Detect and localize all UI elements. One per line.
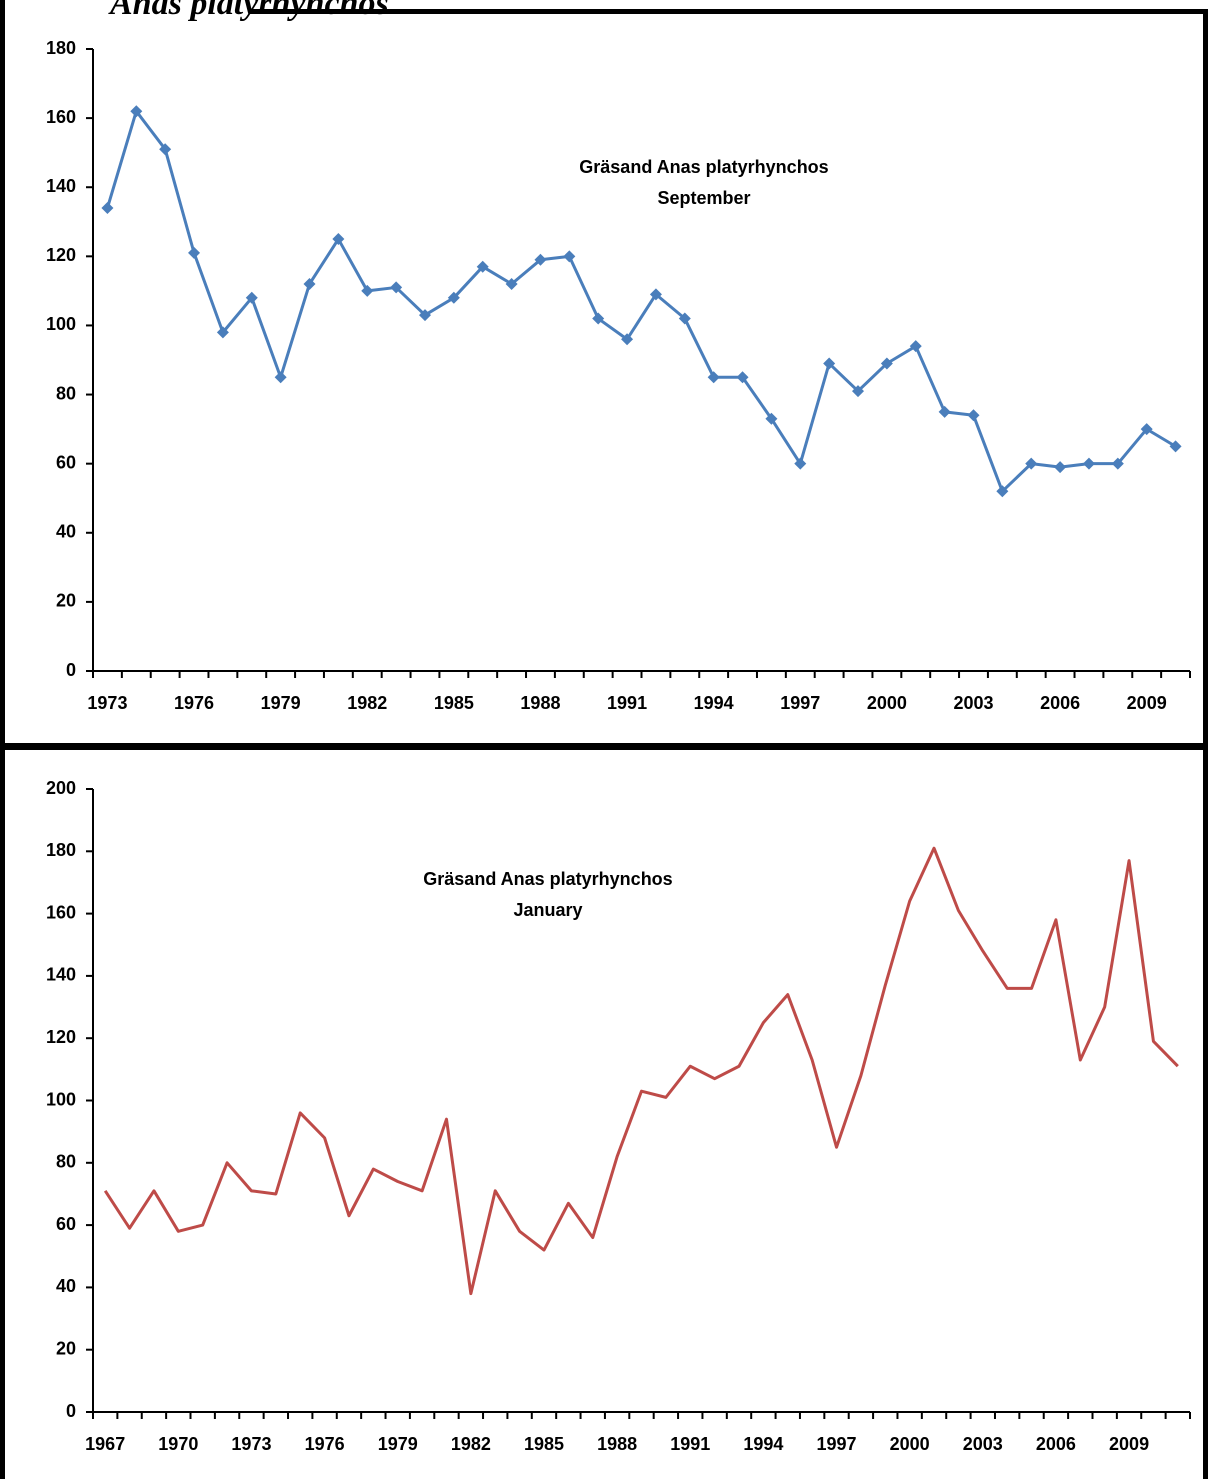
data-point: [534, 253, 547, 266]
data-point: [159, 143, 172, 156]
x-tick-label: 1985: [434, 693, 474, 713]
x-tick-label: 1976: [305, 1434, 345, 1454]
y-tick-label: 40: [56, 1276, 76, 1296]
y-tick-label: 80: [56, 383, 76, 403]
y-tick-label: 120: [46, 245, 76, 265]
data-point: [852, 385, 865, 398]
x-tick-label: 2000: [867, 693, 907, 713]
data-point: [967, 409, 980, 422]
y-tick-label: 140: [46, 176, 76, 196]
x-tick-label: 1982: [451, 1434, 491, 1454]
data-point: [274, 371, 287, 384]
x-tick-label: 1994: [743, 1434, 783, 1454]
x-tick-label: 2000: [890, 1434, 930, 1454]
y-tick-label: 20: [56, 591, 76, 611]
data-point: [245, 291, 258, 304]
data-point: [1111, 457, 1124, 470]
x-tick-label: 2009: [1109, 1434, 1149, 1454]
series-line: [103, 846, 1179, 1296]
chart-title: Gräsand Anas platyrhynchos: [579, 157, 828, 177]
data-point: [678, 312, 691, 325]
y-tick-label: 100: [46, 1089, 76, 1109]
chart-subtitle: January: [513, 900, 582, 920]
frame-divider: [0, 743, 1208, 750]
x-tick-label: 1967: [85, 1434, 125, 1454]
data-point: [823, 357, 836, 370]
x-tick-label: 1997: [780, 693, 820, 713]
x-tick-label: 1994: [694, 693, 734, 713]
data-point: [765, 412, 778, 425]
data-point: [563, 250, 576, 263]
data-point: [707, 371, 720, 384]
data-point: [130, 105, 143, 118]
frame-top: [250, 9, 1208, 14]
x-tick-label: 1973: [87, 693, 127, 713]
x-tick-label: 2006: [1036, 1434, 1076, 1454]
x-tick-label: 1979: [261, 693, 301, 713]
y-tick-label: 0: [66, 1401, 76, 1421]
x-tick-label: 2003: [963, 1434, 1003, 1454]
y-tick-label: 160: [46, 107, 76, 127]
y-tick-label: 180: [46, 840, 76, 860]
data-point: [909, 340, 922, 353]
x-tick-label: 1970: [158, 1434, 198, 1454]
data-point: [621, 333, 634, 346]
chart-title: Gräsand Anas platyrhynchos: [423, 869, 672, 889]
x-tick-label: 1988: [520, 693, 560, 713]
x-tick-label: 1991: [607, 693, 647, 713]
data-point: [188, 246, 201, 259]
y-tick-label: 100: [46, 314, 76, 334]
y-tick-label: 160: [46, 902, 76, 922]
series-line: [105, 109, 1177, 493]
data-point: [390, 281, 403, 294]
y-tick-label: 60: [56, 1214, 76, 1234]
y-tick-label: 140: [46, 965, 76, 985]
data-point: [1082, 457, 1095, 470]
data-point: [736, 371, 749, 384]
data-point: [794, 457, 807, 470]
data-point: [592, 312, 605, 325]
x-tick-label: 1979: [378, 1434, 418, 1454]
data-point: [418, 309, 431, 322]
y-tick-label: 180: [46, 38, 76, 58]
data-point: [1169, 440, 1182, 453]
data-point: [447, 291, 460, 304]
data-point: [332, 233, 345, 246]
x-tick-label: 2003: [953, 693, 993, 713]
chart-subtitle: September: [657, 188, 750, 208]
data-point: [996, 485, 1009, 498]
x-tick-label: 1988: [597, 1434, 637, 1454]
x-tick-label: 2006: [1040, 693, 1080, 713]
y-tick-label: 200: [46, 778, 76, 798]
data-point: [880, 357, 893, 370]
data-point: [216, 326, 229, 339]
x-tick-label: 1991: [670, 1434, 710, 1454]
x-tick-label: 1982: [347, 693, 387, 713]
data-point: [1140, 423, 1153, 436]
y-tick-label: 60: [56, 452, 76, 472]
data-point: [649, 288, 662, 301]
y-tick-label: 120: [46, 1027, 76, 1047]
data-point: [505, 277, 518, 290]
y-tick-label: 20: [56, 1338, 76, 1358]
data-point: [361, 284, 374, 297]
frame-left: [0, 0, 5, 1479]
data-point: [101, 201, 114, 214]
data-point: [1054, 461, 1067, 474]
x-tick-label: 2009: [1127, 693, 1167, 713]
y-tick-label: 40: [56, 522, 76, 542]
data-point: [1025, 457, 1038, 470]
data-point: [476, 260, 489, 273]
x-tick-label: 1997: [816, 1434, 856, 1454]
data-point: [938, 405, 951, 418]
x-tick-label: 1985: [524, 1434, 564, 1454]
data-point: [303, 277, 316, 290]
y-tick-label: 80: [56, 1152, 76, 1172]
y-tick-label: 0: [66, 660, 76, 680]
x-tick-label: 1976: [174, 693, 214, 713]
x-tick-label: 1973: [231, 1434, 271, 1454]
page-header: Anas platyrhynchos: [108, 0, 389, 22]
